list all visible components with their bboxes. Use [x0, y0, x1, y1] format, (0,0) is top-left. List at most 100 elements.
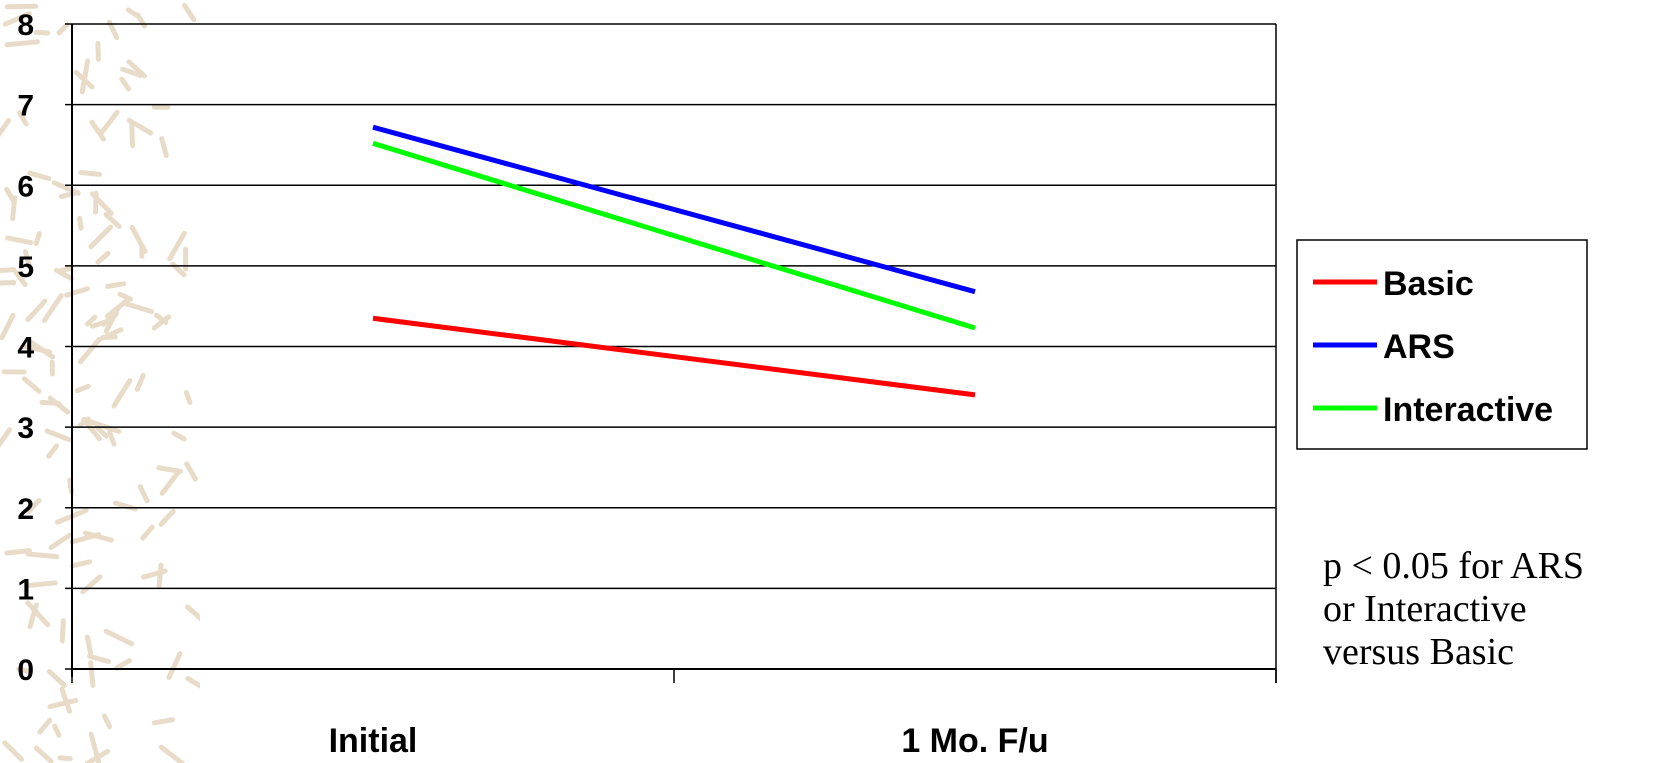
pattern-stroke: [119, 76, 132, 92]
pattern-stroke: [107, 429, 117, 447]
pattern-stroke: [84, 314, 98, 327]
x-tick-label: Initial: [329, 722, 418, 760]
pattern-stroke: [181, 2, 197, 23]
legend-label-interactive: Interactive: [1383, 391, 1553, 429]
pattern-stroke: [126, 117, 154, 136]
y-axis-tick-labels: 0 1 2 3 4 5 6 7 8: [17, 9, 34, 687]
pattern-stroke: [185, 604, 200, 622]
gridlines: [72, 23, 1276, 590]
pattern-stroke: [80, 574, 103, 595]
y-tick-label: 5: [17, 251, 34, 284]
pattern-stroke: [0, 280, 17, 286]
note-line-1: p < 0.05 for ARS: [1323, 545, 1585, 587]
pattern-stroke: [106, 19, 120, 41]
y-tick-label: 1: [17, 573, 34, 606]
y-tick-label: 7: [17, 90, 34, 123]
pattern-stroke: [84, 748, 111, 763]
pattern-stroke: [47, 395, 71, 415]
pattern-stroke: [171, 430, 187, 442]
series-line-interactive: [372, 140, 976, 331]
pattern-stroke: [129, 224, 148, 255]
pattern-stroke: [121, 300, 155, 315]
pattern-stroke: [89, 119, 107, 142]
pattern-stroke: [64, 286, 91, 298]
pattern-stroke: [26, 497, 42, 514]
pattern-stroke: [77, 416, 91, 428]
pattern-stroke: [37, 717, 53, 735]
pattern-stroke: [184, 461, 198, 482]
pattern-stroke: [77, 215, 84, 231]
pattern-stroke: [134, 373, 146, 392]
pattern-stroke: [73, 69, 95, 90]
legend-label-ars: ARS: [1383, 328, 1455, 366]
y-tick-label: 3: [17, 412, 34, 445]
pattern-stroke: [27, 170, 52, 182]
pattern-stroke: [88, 224, 114, 250]
pattern-stroke: [151, 314, 172, 331]
pattern-stroke: [95, 250, 111, 265]
pattern-stroke: [82, 530, 114, 543]
pattern-stroke: [46, 443, 60, 459]
pattern-stroke: [2, 740, 25, 762]
axes: [65, 23, 1277, 683]
pattern-stroke: [25, 298, 48, 323]
pattern-stroke: [48, 532, 73, 551]
series-line-ars: [372, 124, 976, 295]
pattern-stroke: [159, 136, 169, 159]
pattern-stroke: [25, 600, 51, 628]
pattern-stroke: [46, 669, 67, 688]
pattern-stroke: [156, 562, 164, 590]
pattern-stroke: [95, 40, 101, 62]
pattern-stroke: [158, 508, 176, 527]
pattern-stroke: [21, 343, 53, 355]
pattern-stroke: [53, 267, 74, 281]
y-tick-label: 6: [17, 170, 34, 203]
pattern-stroke: [101, 713, 113, 730]
legend-label-basic: Basic: [1383, 265, 1474, 303]
legend: Basic ARS Interactive: [1296, 239, 1588, 450]
pattern-stroke: [140, 568, 168, 580]
pattern-stroke: [13, 270, 28, 288]
pattern-stroke: [113, 658, 132, 671]
note-line-2: or Interactive: [1323, 588, 1527, 630]
pattern-stroke: [167, 230, 187, 262]
pattern-stroke: [86, 653, 111, 665]
series-lines: [372, 124, 976, 398]
pattern-stroke: [21, 376, 42, 394]
pattern-stroke: [57, 755, 73, 762]
pattern-stroke: [140, 524, 155, 541]
pattern-stroke: [33, 29, 51, 36]
pattern-stroke: [59, 686, 73, 714]
pattern-stroke: [0, 118, 12, 137]
pattern-stroke: [104, 281, 127, 289]
pattern-stroke: [84, 634, 94, 660]
pattern-stroke: [27, 602, 39, 630]
series-line-basic: [372, 315, 976, 398]
pattern-stroke: [41, 293, 64, 323]
pattern-stroke: [99, 109, 120, 135]
pattern-stroke: [4, 39, 40, 48]
pattern-stroke: [0, 312, 16, 341]
pattern-stroke: [78, 170, 102, 177]
pattern-stroke: [166, 651, 183, 681]
pattern-stroke: [111, 378, 133, 409]
pattern-stroke: [74, 383, 91, 394]
pattern-stroke: [89, 191, 114, 216]
y-tick-label: 8: [17, 9, 34, 42]
pattern-stroke: [33, 745, 54, 763]
pattern-stroke: [4, 186, 16, 203]
pattern-stroke: [137, 484, 150, 504]
pattern-stroke: [2, 11, 32, 27]
pattern-stroke: [117, 291, 134, 302]
pattern-stroke: [158, 744, 186, 763]
pattern-stroke: [70, 559, 93, 569]
pattern-stroke: [25, 551, 60, 560]
pattern-stroke: [17, 110, 29, 127]
pattern-stroke: [0, 427, 13, 448]
pattern-stroke: [94, 424, 109, 439]
pattern-stroke: [78, 336, 102, 365]
pattern-stroke: [151, 717, 176, 726]
pattern-stroke: [185, 676, 200, 689]
note-line-3: versus Basic: [1323, 631, 1515, 673]
